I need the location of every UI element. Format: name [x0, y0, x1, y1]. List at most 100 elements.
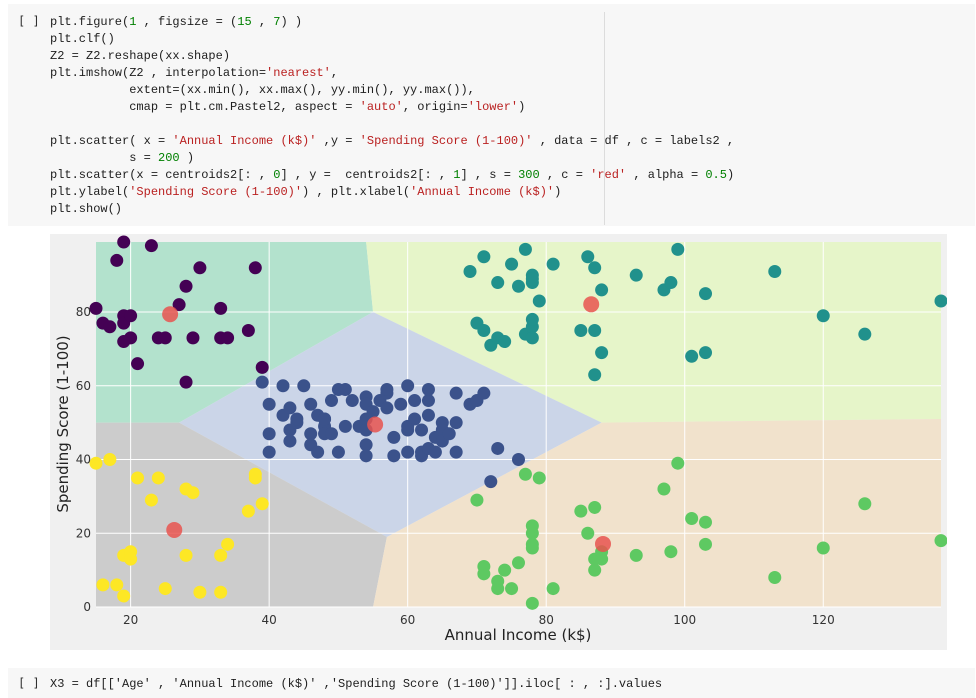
data-point: [546, 582, 560, 596]
data-point: [525, 526, 539, 540]
code-token: ,y =: [316, 134, 360, 148]
data-point: [463, 264, 477, 278]
data-point: [477, 567, 491, 581]
cell-prompt[interactable]: [ ]: [18, 676, 40, 690]
data-point: [477, 250, 491, 264]
region-teal: [366, 242, 942, 423]
code-token: 1: [129, 15, 137, 29]
cell-prompt[interactable]: [ ]: [18, 14, 40, 28]
data-point: [498, 563, 512, 577]
data-point: [262, 427, 276, 441]
x-tick-label: 100: [673, 613, 696, 627]
data-point: [401, 379, 415, 393]
data-point: [699, 346, 713, 360]
code-token: , figsize = (: [136, 15, 238, 29]
code-token: plt.scatter(x = centroids2[: ,: [50, 168, 274, 182]
data-point: [408, 412, 422, 426]
centroid-point: [166, 521, 183, 538]
data-point: [588, 563, 602, 577]
code-token: ): [518, 100, 526, 114]
data-point: [172, 298, 186, 312]
data-point: [657, 482, 671, 496]
data-point: [131, 471, 145, 485]
decision-regions: [96, 242, 942, 607]
code-token: plt.ylabel(: [50, 185, 130, 199]
data-point: [595, 346, 609, 360]
data-point: [449, 386, 463, 400]
data-point: [283, 401, 297, 415]
code-token: 200: [158, 151, 180, 165]
data-point: [311, 445, 325, 459]
code-token: cmap = plt.cm.Pastel2, aspect =: [50, 100, 360, 114]
plot-output: 20 40 60 80 100 120 0 20 40 60 80 Annual Income (k…: [50, 234, 948, 650]
data-point: [221, 331, 235, 345]
data-point: [629, 268, 643, 282]
centroid-point: [595, 535, 611, 552]
code-editor[interactable]: plt.figure(1 , figsize = (15 , 7) ) plt.…: [50, 14, 734, 218]
data-point: [588, 368, 602, 382]
data-point: [525, 596, 539, 610]
data-point: [380, 401, 394, 415]
data-point: [525, 272, 539, 286]
data-point: [491, 276, 505, 290]
y-tick-label: 40: [76, 453, 91, 467]
data-point: [858, 327, 872, 341]
centroid-point: [162, 306, 179, 323]
data-point: [581, 526, 595, 540]
data-point: [262, 445, 276, 459]
data-point: [158, 331, 172, 345]
y-axis-label: Spending Score (1-100): [54, 335, 72, 512]
data-point: [186, 331, 200, 345]
code-token: 15: [237, 15, 252, 29]
data-point: [699, 287, 713, 301]
data-point: [387, 449, 401, 463]
data-point: [380, 382, 394, 396]
data-point: [581, 250, 595, 264]
data-point: [477, 323, 491, 337]
data-point: [934, 534, 948, 548]
data-point: [304, 397, 318, 411]
data-point: [858, 497, 872, 511]
code-token: ] , s =: [460, 168, 519, 182]
data-point: [525, 312, 539, 326]
data-point: [297, 379, 311, 393]
data-point: [595, 283, 609, 297]
code-cell[interactable]: [ ] plt.figure(1 , figsize = (15 , 7) ) …: [8, 4, 975, 226]
data-point: [512, 279, 525, 293]
data-point: [255, 375, 269, 389]
x-tick-label: 20: [123, 613, 138, 627]
y-tick-label: 0: [83, 600, 91, 614]
code-token: s =: [50, 151, 159, 165]
data-point: [491, 441, 505, 455]
data-point: [214, 548, 228, 562]
data-point: [117, 335, 131, 349]
data-point: [158, 582, 172, 596]
data-point: [816, 309, 830, 323]
data-point: [477, 386, 491, 400]
code-token: plt.figure(: [50, 15, 130, 29]
data-point: [629, 548, 643, 562]
y-tick-label: 20: [76, 526, 91, 540]
data-point: [144, 239, 158, 253]
data-point: [179, 279, 193, 293]
data-point: [408, 394, 422, 408]
data-point: [103, 320, 117, 334]
code-cell-next[interactable]: [ ] X3 = df[['Age' , 'Annual Income (k$)…: [8, 668, 975, 698]
x-axis-label: Annual Income (k$): [445, 626, 592, 644]
code-token: 300: [518, 168, 540, 182]
code-token: Z2 = Z2.reshape(xx.shape): [50, 49, 231, 63]
code-token: 0.5: [705, 168, 727, 182]
data-point: [131, 357, 145, 371]
data-point: [588, 261, 602, 275]
data-point: [699, 515, 713, 529]
data-point: [248, 467, 262, 481]
data-point: [248, 261, 262, 275]
data-point: [505, 257, 519, 271]
data-point: [588, 323, 602, 337]
code-token: ) ): [280, 15, 303, 29]
x-tick-label: 60: [400, 613, 415, 627]
axis-ticks: 20 40 60 80 100 120 0 20 40 60 80: [76, 305, 835, 627]
data-point: [421, 408, 435, 422]
data-point: [664, 545, 678, 559]
code-token: 'auto': [359, 100, 403, 114]
